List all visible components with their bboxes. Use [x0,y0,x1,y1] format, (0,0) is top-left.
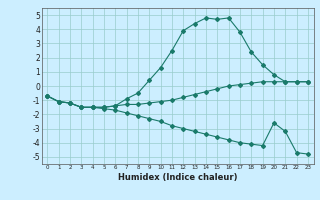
X-axis label: Humidex (Indice chaleur): Humidex (Indice chaleur) [118,173,237,182]
